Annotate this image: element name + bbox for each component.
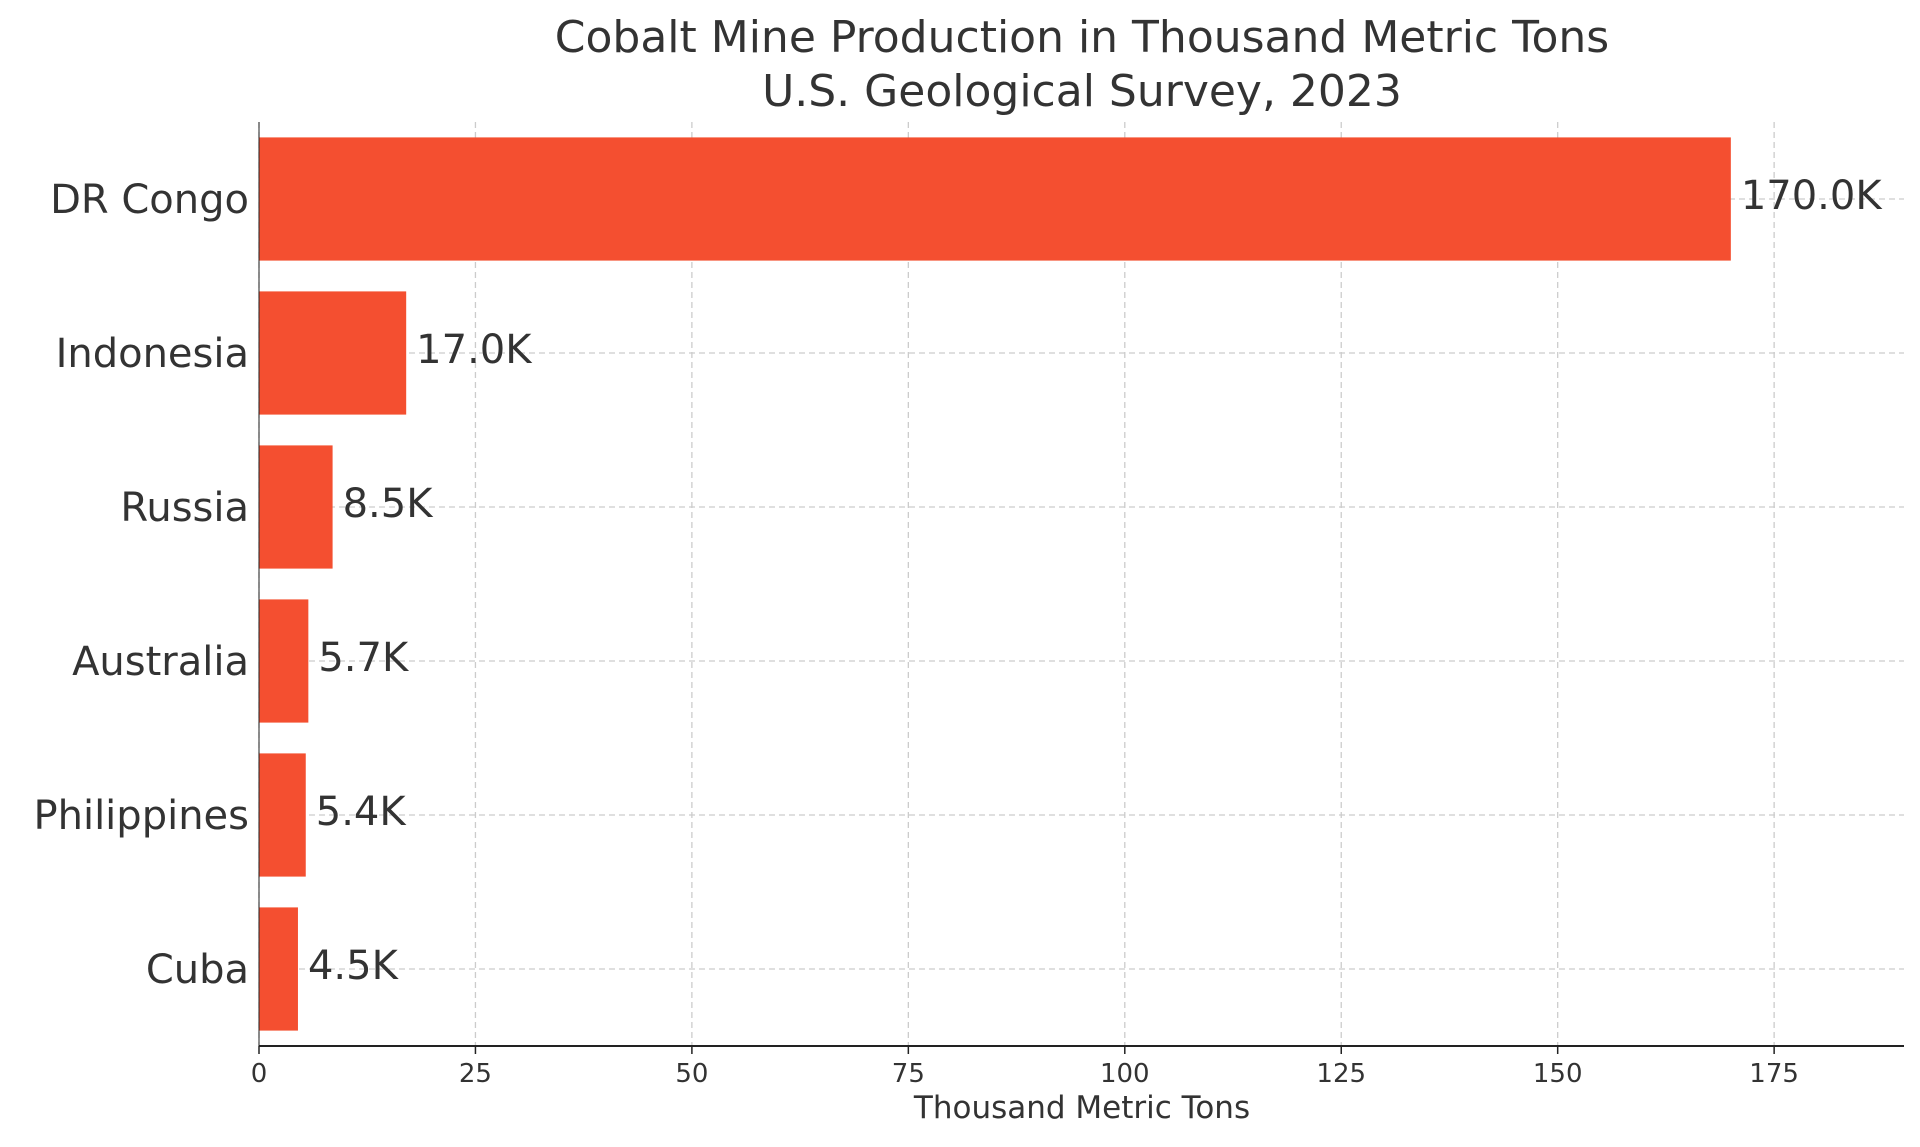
- x-tick-label: 50: [675, 1059, 708, 1089]
- bar: [259, 445, 333, 569]
- bars: [259, 137, 1731, 1031]
- y-tick-label: Philippines: [33, 793, 249, 839]
- data-label: 17.0K: [416, 327, 533, 373]
- bar: [259, 137, 1731, 261]
- y-tick-label: Australia: [72, 639, 249, 685]
- x-tick-label: 175: [1749, 1059, 1799, 1089]
- chart-subtitle: U.S. Geological Survey, 2023: [762, 66, 1402, 117]
- x-tick-label: 125: [1316, 1059, 1366, 1089]
- data-label: 4.5K: [308, 943, 400, 989]
- y-tick-label: Indonesia: [56, 331, 249, 377]
- x-tick-label: 0: [251, 1059, 268, 1089]
- x-axis-label: Thousand Metric Tons: [913, 1090, 1250, 1126]
- axes: DR Congo 170.0K Indonesia 17.0K Russia 8.5K Au…: [33, 122, 1904, 1089]
- y-tick-label: Cuba: [146, 947, 249, 993]
- grid: [258, 122, 1904, 1046]
- bar: [259, 599, 309, 723]
- data-label: 5.7K: [318, 635, 410, 681]
- x-tick-label: 25: [459, 1059, 492, 1089]
- y-tick-label: DR Congo: [50, 177, 249, 223]
- x-tick-label: 100: [1100, 1059, 1150, 1089]
- bar: [259, 291, 407, 415]
- data-label: 170.0K: [1741, 173, 1884, 219]
- chart-title: Cobalt Mine Production in Thousand Metri…: [555, 12, 1609, 63]
- data-label: 5.4K: [316, 789, 408, 835]
- x-tick-label: 75: [892, 1059, 925, 1089]
- y-tick-label: Russia: [120, 485, 249, 531]
- bar: [259, 907, 298, 1031]
- bar: [259, 753, 306, 877]
- data-label: 8.5K: [343, 481, 435, 527]
- x-tick-label: 150: [1533, 1059, 1583, 1089]
